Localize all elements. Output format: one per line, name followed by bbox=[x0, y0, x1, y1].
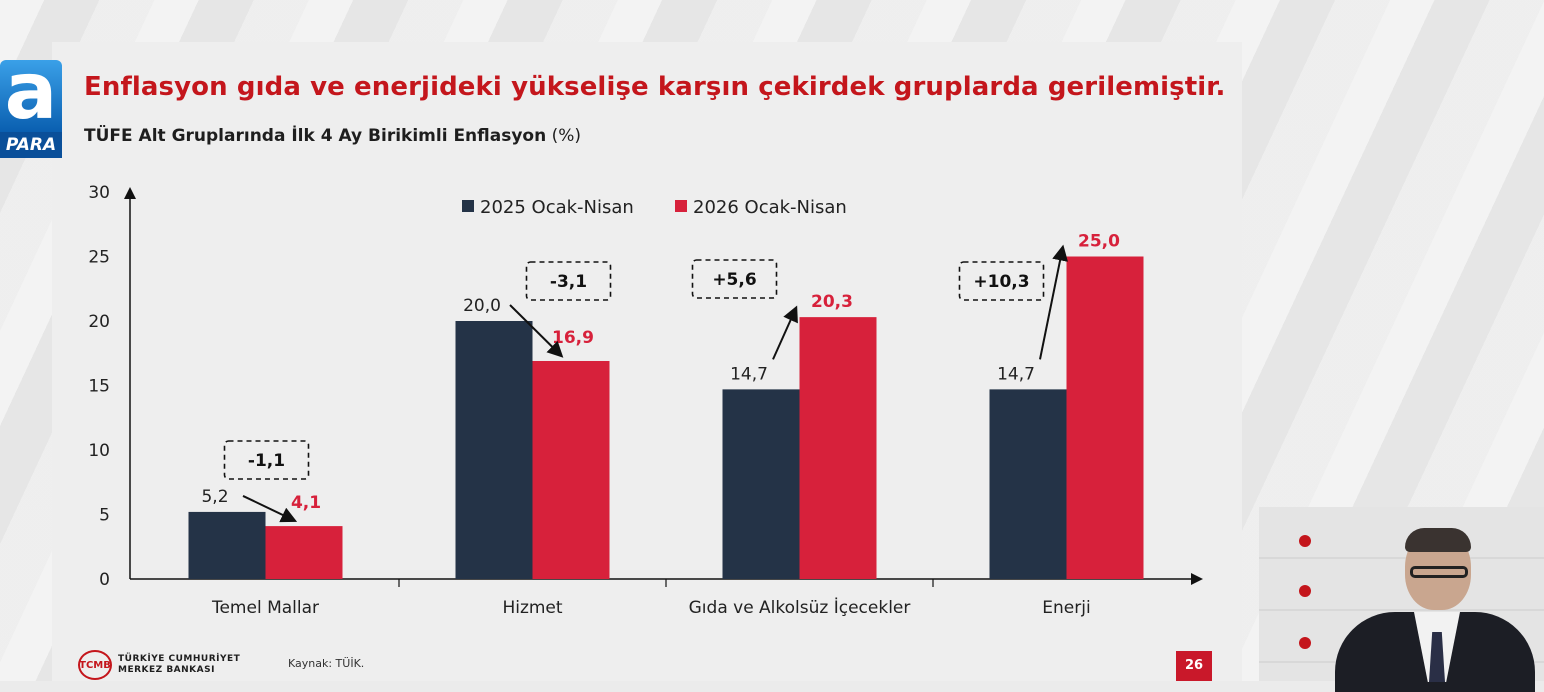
x-tick-label: Hizmet bbox=[502, 598, 562, 618]
y-tick-label: 30 bbox=[88, 183, 110, 203]
x-tick-label: Gıda ve Alkolsüz İçecekler bbox=[689, 597, 911, 618]
page-number-badge: 26 bbox=[1176, 651, 1212, 681]
legend-swatch bbox=[462, 200, 474, 212]
slide-headline: Enflasyon gıda ve enerjideki yükselişe k… bbox=[84, 72, 1226, 102]
bar-2026 bbox=[265, 526, 343, 579]
data-label-2025: 5,2 bbox=[201, 487, 228, 507]
backdrop-emblem-icon bbox=[1299, 637, 1311, 649]
change-arrow bbox=[242, 495, 298, 523]
data-label-2026: 25,0 bbox=[1078, 232, 1120, 252]
footer-bank-line1: TÜRKİYE CUMHURİYET bbox=[118, 654, 241, 664]
bar-2025 bbox=[455, 321, 533, 579]
legend-swatch bbox=[675, 200, 687, 212]
x-tick-label: Temel Mallar bbox=[211, 598, 319, 618]
bar-2025 bbox=[989, 389, 1067, 579]
change-value: +10,3 bbox=[973, 272, 1029, 292]
bar-2026 bbox=[799, 317, 877, 579]
data-label-2025: 20,0 bbox=[463, 296, 501, 316]
bank-emblem-icon: TCMB bbox=[78, 650, 112, 680]
speaker-hair bbox=[1405, 528, 1471, 552]
change-arrow bbox=[509, 304, 564, 358]
y-tick-label: 25 bbox=[88, 248, 110, 268]
channel-logo-sub: PARA bbox=[0, 132, 62, 158]
data-label-2025: 14,7 bbox=[997, 364, 1035, 384]
y-tick-label: 20 bbox=[88, 312, 110, 332]
change-value: +5,6 bbox=[712, 270, 756, 290]
legend-label: 2026 Ocak-Nisan bbox=[693, 197, 847, 218]
data-label-2026: 4,1 bbox=[291, 493, 321, 513]
y-tick-label: 15 bbox=[88, 377, 110, 397]
y-tick-label: 10 bbox=[88, 441, 110, 461]
bar-2025 bbox=[188, 511, 266, 579]
bar-2025 bbox=[722, 389, 800, 579]
legend-label: 2025 Ocak-Nisan bbox=[480, 197, 634, 218]
change-box bbox=[223, 440, 310, 480]
y-tick-label: 0 bbox=[99, 570, 110, 590]
chart-subtitle-main: TÜFE Alt Gruplarında İlk 4 Ay Birikimli … bbox=[84, 126, 547, 146]
backdrop-emblem-icon bbox=[1299, 535, 1311, 547]
footer-bank-line2: MERKEZ BANKASI bbox=[118, 665, 215, 675]
source-note: Kaynak: TÜİK. bbox=[288, 657, 365, 670]
change-arrow bbox=[772, 305, 798, 360]
backdrop-emblem-icon bbox=[1299, 585, 1311, 597]
change-arrow bbox=[1039, 244, 1068, 360]
footer-bank-logo: TCMB TÜRKİYE CUMHURİYET MERKEZ BANKASI bbox=[78, 650, 240, 680]
change-box bbox=[958, 261, 1045, 301]
change-box bbox=[525, 261, 612, 301]
change-value: -3,1 bbox=[550, 272, 587, 292]
chart-subtitle-unit: (%) bbox=[551, 126, 582, 146]
data-label-2026: 16,9 bbox=[552, 328, 594, 348]
data-label-2026: 20,3 bbox=[811, 292, 853, 312]
channel-logo: a PARA bbox=[0, 53, 62, 158]
footer-bank-name: TÜRKİYE CUMHURİYET MERKEZ BANKASI bbox=[118, 654, 240, 676]
speaker-glasses bbox=[1410, 566, 1468, 578]
x-tick-label: Enerji bbox=[1042, 598, 1090, 618]
channel-logo-letter: a bbox=[0, 53, 62, 132]
data-label-2025: 14,7 bbox=[730, 364, 768, 384]
bar-2026 bbox=[1066, 256, 1144, 579]
change-box bbox=[691, 259, 778, 299]
y-tick-label: 5 bbox=[99, 506, 110, 526]
change-value: -1,1 bbox=[248, 451, 285, 471]
bar-2026 bbox=[532, 360, 610, 579]
chart-subtitle: TÜFE Alt Gruplarında İlk 4 Ay Birikimli … bbox=[84, 126, 581, 146]
speaker-tie bbox=[1429, 632, 1445, 682]
